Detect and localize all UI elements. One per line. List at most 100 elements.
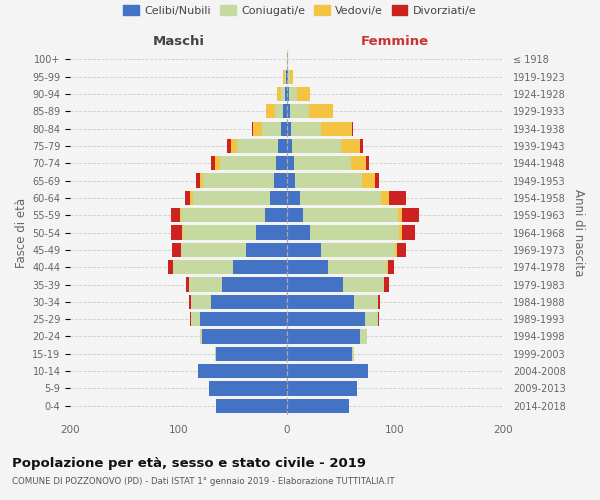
Bar — [227, 139, 232, 153]
Bar — [173, 260, 233, 274]
Bar — [286, 70, 287, 84]
Bar — [350, 156, 365, 170]
Bar — [203, 174, 274, 188]
Bar — [292, 139, 341, 153]
Bar — [190, 312, 191, 326]
Bar — [281, 87, 284, 101]
Y-axis label: Anni di nascita: Anni di nascita — [572, 189, 585, 276]
Bar — [398, 208, 403, 222]
Bar — [262, 122, 281, 136]
Bar — [310, 104, 333, 118]
Bar — [179, 208, 181, 222]
Bar — [287, 139, 292, 153]
Bar — [377, 294, 380, 309]
Bar — [395, 243, 397, 257]
Bar — [287, 156, 294, 170]
Bar — [186, 278, 189, 291]
Bar — [271, 191, 287, 205]
Bar — [362, 174, 376, 188]
Bar — [284, 87, 287, 101]
Bar — [354, 294, 377, 309]
Bar — [287, 346, 352, 361]
Bar — [189, 294, 191, 309]
Bar — [377, 312, 379, 326]
Bar — [289, 87, 298, 101]
Bar — [245, 243, 287, 257]
Bar — [287, 330, 360, 344]
Bar — [172, 243, 181, 257]
Bar — [237, 139, 278, 153]
Bar — [341, 139, 360, 153]
Bar — [185, 191, 190, 205]
Bar — [283, 70, 284, 84]
Bar — [328, 260, 388, 274]
Bar — [287, 191, 299, 205]
Bar — [276, 156, 287, 170]
Bar — [200, 174, 203, 188]
Bar — [288, 70, 290, 84]
Bar — [287, 226, 310, 239]
Bar — [384, 278, 389, 291]
Bar — [217, 346, 287, 361]
Bar — [291, 122, 321, 136]
Bar — [287, 260, 328, 274]
Bar — [290, 70, 293, 84]
Bar — [360, 330, 367, 344]
Bar — [215, 156, 220, 170]
Text: Femmine: Femmine — [361, 35, 429, 48]
Bar — [190, 191, 193, 205]
Bar — [294, 156, 350, 170]
Bar — [376, 174, 379, 188]
Bar — [287, 278, 343, 291]
Bar — [211, 294, 287, 309]
Bar — [233, 260, 287, 274]
Bar — [275, 104, 283, 118]
Bar — [181, 208, 265, 222]
Bar — [343, 278, 384, 291]
Bar — [287, 70, 288, 84]
Y-axis label: Fasce di età: Fasce di età — [15, 198, 28, 268]
Bar — [360, 139, 364, 153]
Bar — [171, 208, 179, 222]
Bar — [352, 122, 353, 136]
Bar — [256, 226, 287, 239]
Bar — [321, 243, 395, 257]
Text: COMUNE DI POZZONOVO (PD) - Dati ISTAT 1° gennaio 2019 - Elaborazione TUTTITALIA.: COMUNE DI POZZONOVO (PD) - Dati ISTAT 1°… — [12, 478, 395, 486]
Bar — [217, 398, 287, 413]
Bar — [287, 243, 321, 257]
Bar — [403, 208, 419, 222]
Bar — [321, 122, 352, 136]
Bar — [171, 226, 182, 239]
Bar — [181, 243, 245, 257]
Bar — [266, 104, 275, 118]
Bar — [189, 278, 222, 291]
Bar — [287, 52, 288, 66]
Bar — [278, 139, 287, 153]
Bar — [287, 104, 290, 118]
Bar — [399, 226, 403, 239]
Bar — [182, 226, 183, 239]
Bar — [252, 122, 253, 136]
Bar — [274, 174, 287, 188]
Bar — [389, 191, 406, 205]
Bar — [290, 104, 310, 118]
Bar — [352, 346, 354, 361]
Bar — [253, 122, 262, 136]
Bar — [299, 191, 381, 205]
Bar — [287, 122, 291, 136]
Bar — [209, 382, 287, 396]
Bar — [283, 104, 287, 118]
Bar — [220, 156, 276, 170]
Bar — [403, 226, 415, 239]
Legend: Celibi/Nubili, Coniugati/e, Vedovi/e, Divorziati/e: Celibi/Nubili, Coniugati/e, Vedovi/e, Di… — [119, 0, 481, 20]
Bar — [167, 260, 173, 274]
Bar — [198, 364, 287, 378]
Bar — [191, 294, 211, 309]
Text: Popolazione per età, sesso e stato civile - 2019: Popolazione per età, sesso e stato civil… — [12, 458, 366, 470]
Bar — [397, 243, 406, 257]
Bar — [287, 174, 295, 188]
Bar — [200, 312, 287, 326]
Bar — [287, 364, 368, 378]
Bar — [200, 330, 202, 344]
Bar — [202, 330, 287, 344]
